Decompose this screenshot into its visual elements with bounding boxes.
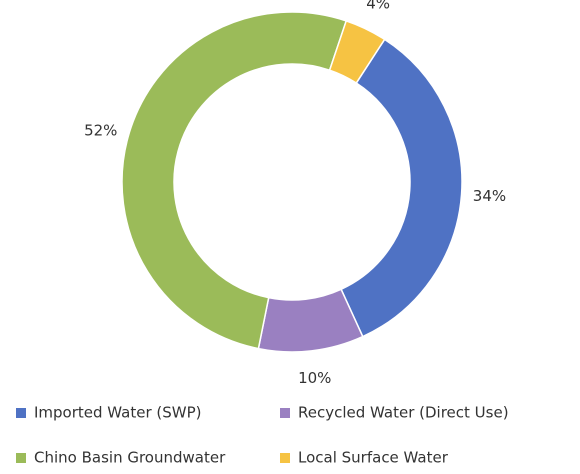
data-label: 52% [84,121,117,139]
legend-label: Local Surface Water [298,449,449,467]
data-label: 34% [473,187,506,205]
donut-segment [340,38,463,338]
legend-swatch [16,453,26,463]
legend-swatch [280,453,290,463]
legend-swatch [16,408,26,418]
data-label: 10% [298,369,331,387]
donut-segment [121,11,348,350]
legend-label: Chino Basin Groundwater [34,449,226,467]
legend-swatch [280,408,290,418]
legend-label: Imported Water (SWP) [34,404,202,422]
legend-label: Recycled Water (Direct Use) [298,404,509,422]
data-label: 4% [366,0,390,12]
donut-segment [328,19,386,85]
